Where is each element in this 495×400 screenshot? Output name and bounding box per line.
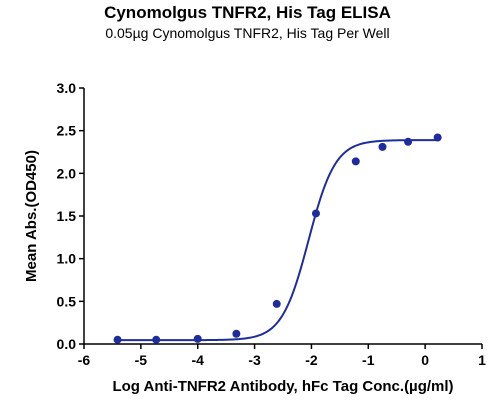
data-point [404,137,413,146]
y-tick-label: 2.5 [57,123,77,139]
data-point [351,157,360,166]
data-point [232,329,241,338]
x-axis-title: Log Anti-TNFR2 Antibody, hFc Tag Conc.(µ… [112,378,453,395]
y-tick-label: 0.0 [57,336,77,352]
y-tick-label: 3.0 [57,80,77,96]
x-tick-label: -3 [248,352,261,368]
x-tick-label: 1 [478,352,486,368]
chart-subtitle: 0.05µg Cynomolgus TNFR2, His Tag Per Wel… [105,25,390,41]
data-point [433,133,442,142]
data-points [113,133,442,344]
x-tick-label: -5 [135,352,148,368]
data-point [272,299,281,308]
tick-labels: -6 -5 -4 -3 -2 -1 0 1 0.0 0.5 1.0 1.5 2.0 2.5 3.0 [57,80,487,368]
x-tick-label: -2 [305,352,318,368]
y-tick-label: 2.0 [57,165,77,181]
y-tick-label: 0.5 [57,293,77,309]
chart-title: Cynomolgus TNFR2, His Tag ELISA [104,3,391,22]
tick-marks [79,87,483,349]
x-tick-label: -1 [362,352,375,368]
fit-curve [117,139,438,342]
x-tick-label: -6 [78,352,91,368]
y-axis-title: Mean Abs.(OD450) [23,150,40,282]
y-tick-label: 1.0 [57,251,77,267]
axes [83,88,482,345]
y-tick-label: 1.5 [57,208,77,224]
data-point [152,335,161,344]
data-point [378,142,387,151]
data-point [113,335,122,344]
data-point [193,334,202,343]
data-point [311,209,320,218]
x-tick-label: -4 [191,352,204,368]
x-tick-label: 0 [421,352,429,368]
